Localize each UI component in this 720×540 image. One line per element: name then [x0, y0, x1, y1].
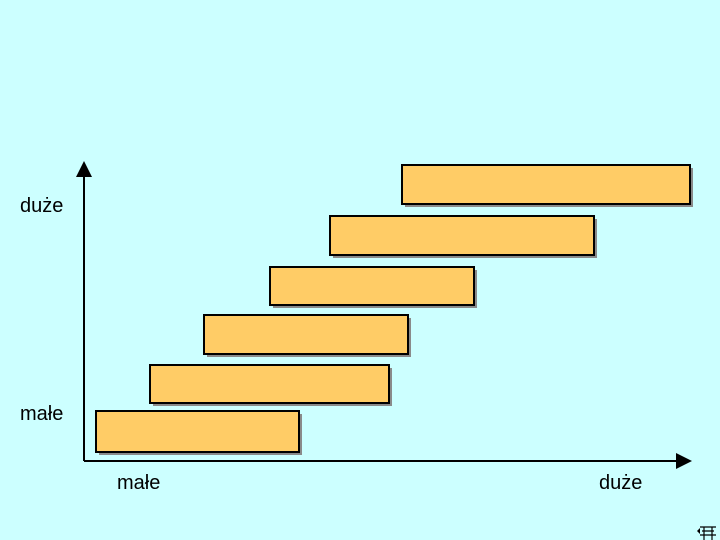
- navigation-icon[interactable]: [697, 526, 716, 540]
- bar-5: [329, 215, 597, 258]
- bar-2: [149, 364, 392, 406]
- y-axis-low-label: małe: [20, 403, 64, 425]
- bar-4: [269, 266, 477, 308]
- x-axis-high-label: duże: [599, 472, 643, 494]
- bar-3: [203, 314, 411, 357]
- y-axis-high-label: duże: [20, 195, 64, 217]
- bar-1: [95, 410, 302, 455]
- bar-6: [401, 164, 693, 207]
- x-axis-low-label: małe: [117, 472, 161, 494]
